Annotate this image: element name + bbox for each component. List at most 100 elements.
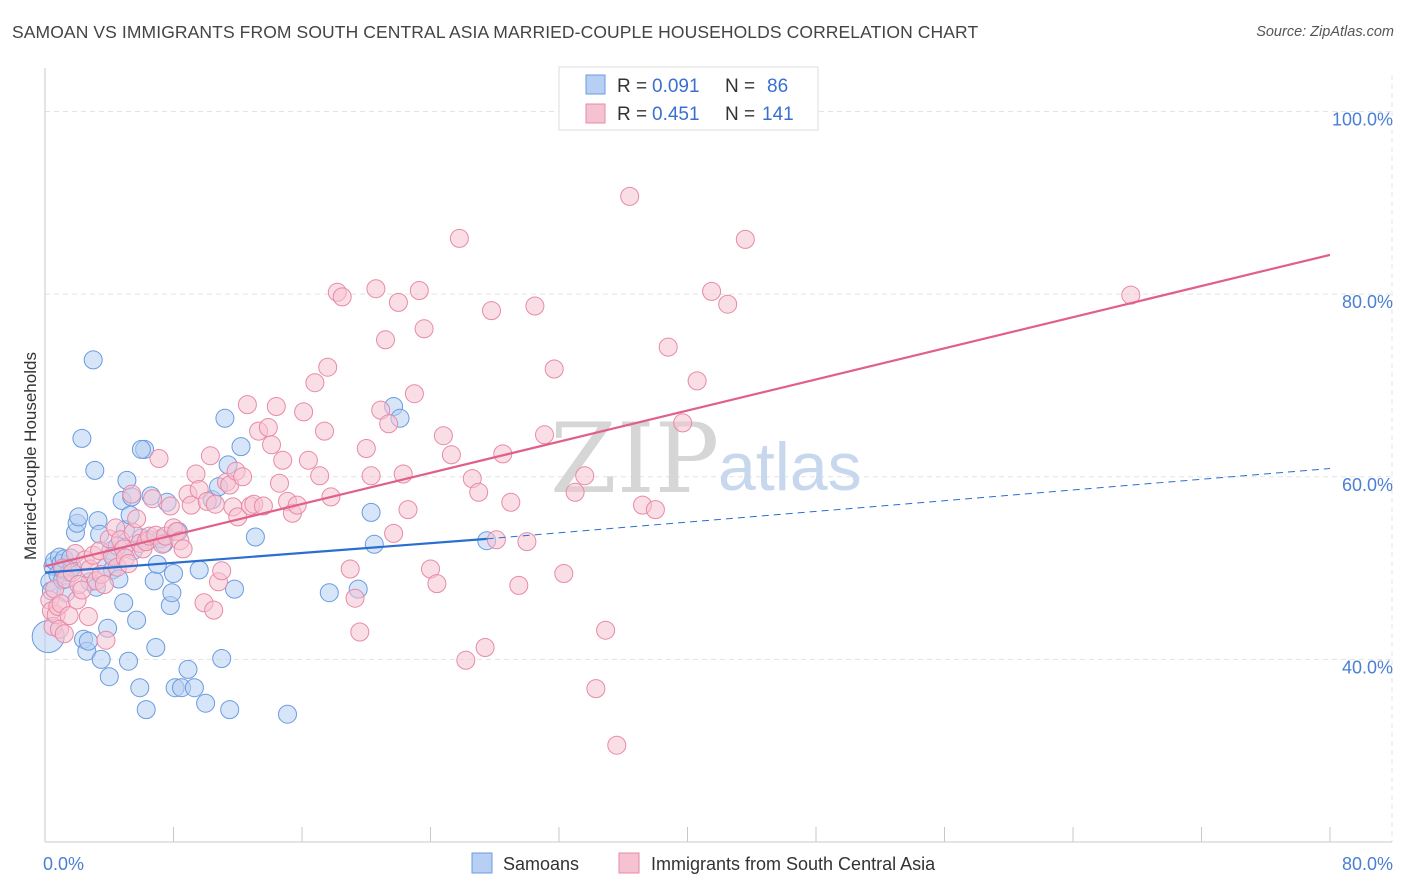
y-tick-label-2: 80.0% [1342,292,1393,312]
watermark: ZIP atlas [550,403,862,515]
immigrants-point [212,561,232,581]
samoans-point [131,439,151,459]
immigrants-point [673,413,693,433]
bottom-legend-immigrants: Immigrants from South Central Asia [651,854,936,874]
samoans-point [136,700,156,720]
immigrants-point [96,630,116,650]
bottom-legend: Samoans Immigrants from South Central As… [471,852,936,874]
immigrants-point [143,489,163,509]
immigrants-point [645,500,665,520]
immigrants-point [525,296,545,316]
immigrants-point [350,622,370,642]
samoans-point [130,678,150,698]
immigrants-point [59,606,79,626]
immigrants-point [315,421,334,441]
trend-lines [44,253,1331,574]
samoans-point [114,593,134,613]
x-tick-label-max: 80.0% [1342,854,1393,874]
immigrants-point [78,607,98,626]
samoans-point [212,649,232,668]
immigrants-point [620,186,640,206]
immigrants-point [535,425,554,445]
immigrants-point [607,735,627,755]
immigrants-point [127,509,147,529]
immigrants-point [258,418,278,437]
immigrants-point [204,600,224,620]
immigrants-point [356,439,376,458]
immigrants-point [404,384,424,404]
samoans-point [85,460,105,480]
samoans-trend-line [44,537,487,574]
immigrants-point [687,371,707,391]
immigrants-point [469,482,489,502]
legend: R = 0.091 N = 86 R = 0.451 N = 141 [558,66,819,131]
immigrants-point [94,575,114,594]
immigrants-point [554,564,574,583]
legend-swatch-pink [585,103,606,124]
bottom-legend-samoans: Samoans [503,854,579,874]
legend-r-value-1: 0.091 [652,76,700,97]
samoans-point [72,428,92,448]
legend-r-label-1: R = [617,76,647,97]
samoans-point [231,437,251,457]
immigrants-point [501,492,521,512]
axes [44,68,1392,843]
immigrants-point [305,373,325,393]
samoans-point [220,700,240,720]
legend-swatch-blue [585,74,606,95]
chart-title: SAMOAN VS IMMIGRANTS FROM SOUTH CENTRAL … [12,22,979,42]
samoans-point [78,631,98,651]
immigrants-point [318,357,338,377]
immigrants-point [427,574,447,594]
immigrants-point [361,466,381,486]
immigrants-point [517,532,537,552]
immigrants-point [366,279,386,299]
immigrants-point [379,414,399,434]
immigrants-point [388,292,408,312]
immigrants-point [475,638,495,657]
immigrants-points [40,186,1141,755]
samoans-point [146,638,166,657]
immigrants-point [384,523,404,543]
samoans-point [364,534,384,554]
immigrants-point [345,588,365,608]
immigrants-point [186,464,206,484]
immigrants-point [544,359,564,379]
immigrants-point [237,395,257,415]
immigrants-point [54,624,74,644]
y-tick-label-3: 100.0% [1332,110,1393,130]
samoans-point [127,610,147,630]
immigrants-point [72,580,92,600]
immigrants-point [149,449,169,468]
immigrants-point [658,337,678,357]
samoans-point [162,583,182,603]
samoans-point [361,502,381,522]
samoans-trend-extension [486,468,1331,540]
x-tick-label-min: 0.0% [43,854,84,874]
immigrants-point [173,539,193,559]
immigrants-trend-line [44,253,1331,568]
immigrants-point [273,450,293,470]
watermark-atlas: atlas [718,429,862,505]
legend-n-label-1: N = [725,76,755,97]
samoans-point [196,693,216,713]
source-label: Source: ZipAtlas.com [1256,24,1394,40]
bottom-legend-swatch-blue [471,852,493,874]
immigrants-point [266,397,286,416]
immigrants-point [718,294,738,314]
samoans-point [215,408,235,428]
samoans-point [189,560,209,580]
legend-r-value-2: 0.451 [652,104,700,125]
samoans-point [225,579,244,599]
samoans-point [99,667,119,687]
immigrants-point [119,554,138,573]
immigrants-point [200,446,220,466]
immigrants-point [398,500,418,520]
immigrants-point [253,496,273,516]
samoans-point [319,583,339,603]
y-tick-label-1: 60.0% [1342,475,1393,495]
legend-r-label-2: R = [617,104,647,125]
immigrants-point [441,445,461,465]
tick-labels: 40.0% 60.0% 80.0% 100.0% 0.0% 80.0% [43,110,1393,874]
